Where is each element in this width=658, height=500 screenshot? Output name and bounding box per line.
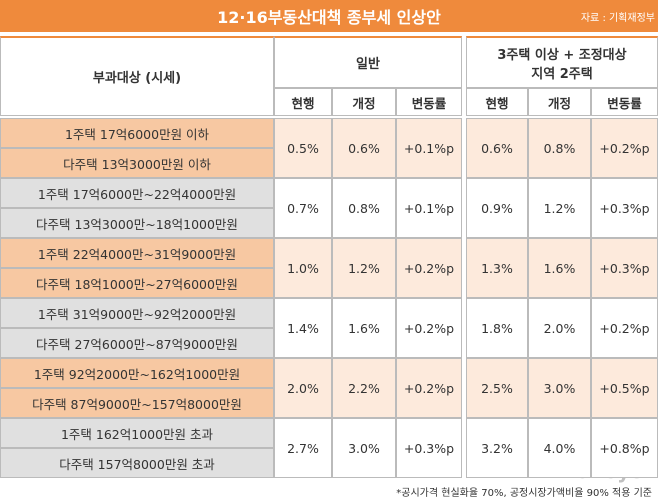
value-cell: +0.2%p bbox=[591, 118, 658, 178]
column-header: 변동률 bbox=[396, 88, 462, 116]
value-cell: 0.6% bbox=[466, 118, 528, 178]
value-cell: 0.7% bbox=[274, 178, 332, 238]
title-bar bbox=[0, 0, 658, 32]
value-cell: 4.0% bbox=[528, 418, 591, 478]
value-cell: +0.2%p bbox=[396, 358, 462, 418]
title: 12·16부동산대책 종부세 인상안 bbox=[217, 8, 441, 27]
row-label: 1주택 162억1000만원 초과 bbox=[0, 418, 274, 448]
value-cell: +0.2%p bbox=[396, 298, 462, 358]
value-cell: 1.6% bbox=[332, 298, 396, 358]
value-cell: 1.6% bbox=[528, 238, 591, 298]
row-label: 다주택 13억3000만원 이하 bbox=[0, 148, 274, 178]
value-cell: 3.0% bbox=[332, 418, 396, 478]
value-cell: 2.5% bbox=[466, 358, 528, 418]
value-cell: 0.9% bbox=[466, 178, 528, 238]
row-label: 1주택 17억6000만~22억4000만원 bbox=[0, 178, 274, 208]
row-label: 다주택 27억6000만~87억9000만원 bbox=[0, 328, 274, 358]
row-label: 다주택 87억9000만~157억8000만원 bbox=[0, 388, 274, 418]
value-cell: 1.2% bbox=[332, 238, 396, 298]
value-cell: +0.2%p bbox=[591, 298, 658, 358]
row-label: 1주택 92억2000만~162억1000만원 bbox=[0, 358, 274, 388]
value-cell: 3.2% bbox=[466, 418, 528, 478]
column-header: 개정 bbox=[332, 88, 396, 116]
footnote: *공시가격 현실화율 70%, 공정시장가액비율 90% 적용 기준 bbox=[396, 487, 652, 499]
column-header: 현행 bbox=[466, 88, 528, 116]
value-cell: 1.4% bbox=[274, 298, 332, 358]
value-cell: 3.0% bbox=[528, 358, 591, 418]
value-cell: 2.0% bbox=[528, 298, 591, 358]
value-cell: +0.1%p bbox=[396, 118, 462, 178]
row-label: 1주택 31억9000만~92억2000만원 bbox=[0, 298, 274, 328]
value-cell: +0.3%p bbox=[396, 418, 462, 478]
value-cell: 0.6% bbox=[332, 118, 396, 178]
value-cell: 0.8% bbox=[528, 118, 591, 178]
value-cell: +0.1%p bbox=[396, 178, 462, 238]
value-cell: 0.5% bbox=[274, 118, 332, 178]
label-header: 부과대상 (시세) bbox=[0, 36, 274, 116]
column-header: 개정 bbox=[528, 88, 591, 116]
row-label: 다주택 157억8000만원 초과 bbox=[0, 448, 274, 478]
value-cell: +0.5%p bbox=[591, 358, 658, 418]
value-cell: +0.2%p bbox=[396, 238, 462, 298]
value-cell: 2.7% bbox=[274, 418, 332, 478]
group-header-line: 지역 2주택 bbox=[531, 66, 593, 82]
value-cell: +0.3%p bbox=[591, 238, 658, 298]
value-cell: 1.2% bbox=[528, 178, 591, 238]
value-cell: 2.0% bbox=[274, 358, 332, 418]
column-header: 변동률 bbox=[591, 88, 658, 116]
value-cell: 0.8% bbox=[332, 178, 396, 238]
value-cell: 1.0% bbox=[274, 238, 332, 298]
row-label: 다주택 18억1000만~27억6000만원 bbox=[0, 268, 274, 298]
group-header: 일반 bbox=[274, 36, 462, 88]
value-cell: 2.2% bbox=[332, 358, 396, 418]
value-cell: 1.3% bbox=[466, 238, 528, 298]
group-header-line: 3주택 이상 + 조정대상 bbox=[497, 47, 627, 63]
source: 자료 : 기획재정부 bbox=[580, 12, 655, 24]
value-cell: +0.8%p bbox=[591, 418, 658, 478]
row-label: 1주택 17억6000만원 이하 bbox=[0, 118, 274, 148]
value-cell: 1.8% bbox=[466, 298, 528, 358]
column-header: 현행 bbox=[274, 88, 332, 116]
row-label: 1주택 22억4000만~31억9000만원 bbox=[0, 238, 274, 268]
row-label: 다주택 13억3000만~18억1000만원 bbox=[0, 208, 274, 238]
value-cell: +0.3%p bbox=[591, 178, 658, 238]
